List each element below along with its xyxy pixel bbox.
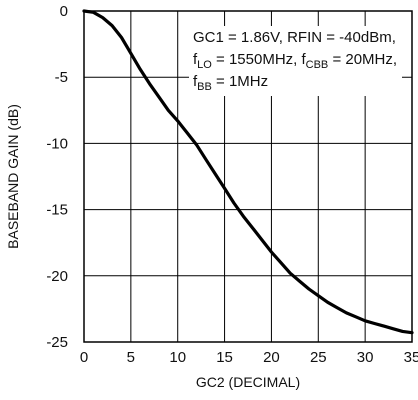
annotation-line-2-mid: = 1550MHz, f [212, 51, 307, 68]
x-tick-label: 35 [404, 349, 418, 366]
x-tick-label: 10 [169, 349, 186, 366]
y-axis-title: BASEBAND GAIN (dB) [5, 104, 21, 249]
conditions-annotation: GC1 = 1.86V, RFIN = -40dBm, fLO = 1550MH… [193, 29, 397, 93]
y-tick-label: -5 [55, 69, 68, 86]
x-axis-title: GC2 (DECIMAL) [196, 374, 300, 390]
annotation-f-bb-prefix: f [193, 73, 198, 90]
x-tick-label: 20 [263, 349, 280, 366]
y-tick-label: -15 [46, 202, 68, 219]
annotation-cbb-subscript: CBB [306, 59, 329, 71]
annotation-line-1: GC1 = 1.86V, RFIN = -40dBm, [193, 29, 396, 46]
annotation-line-2: fLO = 1550MHz, fCBB = 20MHz, [193, 51, 397, 71]
y-tick-label: 0 [60, 3, 68, 20]
annotation-line-2-suffix: = 20MHz, [328, 51, 397, 68]
x-tick-label: 5 [127, 349, 135, 366]
gain-curve [82, 9, 414, 335]
y-tick-label: -25 [46, 334, 68, 351]
annotation-f-lo-prefix: f [193, 51, 198, 68]
x-tick-label: 25 [310, 349, 327, 366]
x-tick-label: 0 [80, 349, 88, 366]
annotation-line-1-text: GC1 = 1.86V, RFIN = -40dBm, [193, 29, 396, 46]
annotation-background [189, 26, 402, 96]
plot-frame [83, 10, 413, 343]
annotation-line-3-suffix: = 1MHz [212, 73, 268, 90]
x-tick-label: 15 [216, 349, 233, 366]
annotation-line-3: fBB = 1MHz [193, 73, 268, 93]
tick-labels: 0 5 10 15 20 25 30 35 0 -5 -10 -15 -20 -25 [46, 3, 418, 366]
y-tick-label: -10 [46, 135, 68, 152]
annotation-lo-subscript: LO [197, 59, 212, 71]
x-tick-label: 30 [357, 349, 374, 366]
y-tick-label: -20 [46, 268, 68, 285]
annotation-bb-subscript: BB [197, 81, 212, 93]
